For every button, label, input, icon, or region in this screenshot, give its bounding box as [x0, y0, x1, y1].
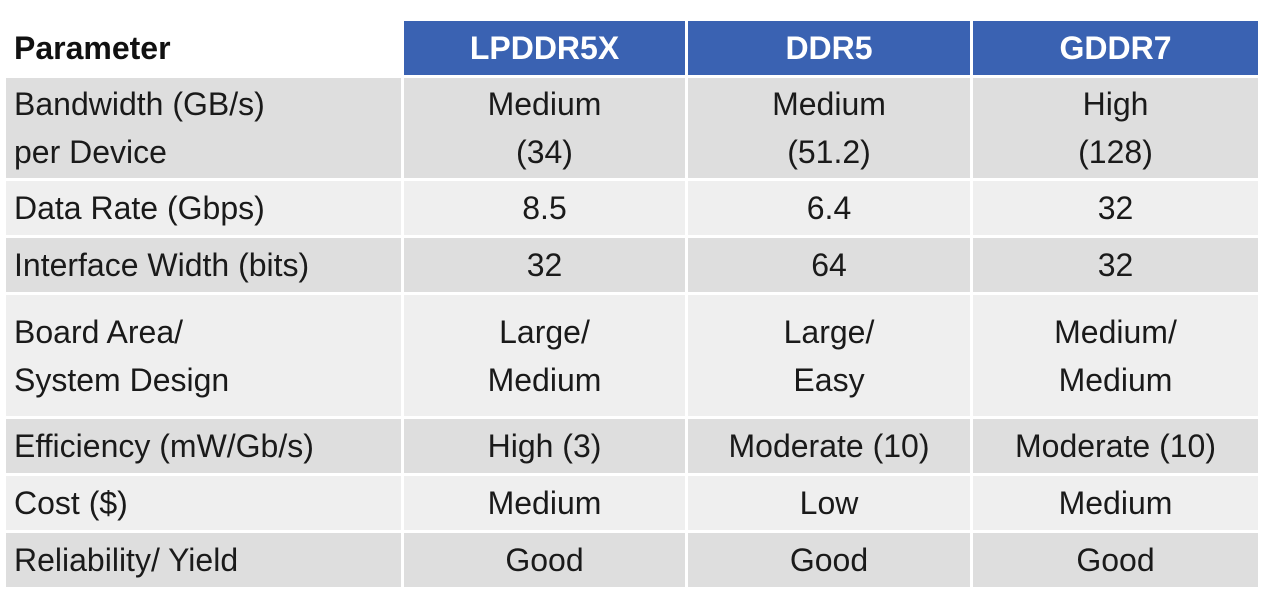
cell-ddr5: 6.4	[688, 181, 973, 238]
header-row: Parameter LPDDR5X DDR5 GDDR7	[6, 21, 1258, 78]
cell-gddr7: Good	[973, 533, 1258, 590]
cell-ddr5: Medium (51.2)	[688, 78, 973, 181]
cell-lpddr5x: Large/ Medium	[404, 295, 688, 419]
header-ddr5: DDR5	[688, 21, 973, 78]
row-reliability: Reliability/ Yield Good Good Good	[6, 533, 1258, 590]
cell-lpddr5x: Medium (34)	[404, 78, 688, 181]
cell-parameter: Data Rate (Gbps)	[6, 181, 404, 238]
cell-gddr7: 32	[973, 181, 1258, 238]
cell-ddr5: Good	[688, 533, 973, 590]
cell-ddr5: Moderate (10)	[688, 419, 973, 476]
header-parameter: Parameter	[6, 21, 404, 78]
cell-parameter: Interface Width (bits)	[6, 238, 404, 295]
cell-lpddr5x: Good	[404, 533, 688, 590]
cell-gddr7: Medium/ Medium	[973, 295, 1258, 419]
memory-comparison-table: Parameter LPDDR5X DDR5 GDDR7 Bandwidth (…	[6, 21, 1258, 590]
row-bandwidth: Bandwidth (GB/s) per Device Medium (34) …	[6, 78, 1258, 181]
cell-ddr5: Low	[688, 476, 973, 533]
cell-parameter: Reliability/ Yield	[6, 533, 404, 590]
cell-parameter: Bandwidth (GB/s) per Device	[6, 78, 404, 181]
cell-ddr5: Large/ Easy	[688, 295, 973, 419]
cell-gddr7: High (128)	[973, 78, 1258, 181]
header-lpddr5x: LPDDR5X	[404, 21, 688, 78]
row-interface-width: Interface Width (bits) 32 64 32	[6, 238, 1258, 295]
cell-parameter: Board Area/ System Design	[6, 295, 404, 419]
cell-gddr7: Moderate (10)	[973, 419, 1258, 476]
cell-lpddr5x: High (3)	[404, 419, 688, 476]
cell-parameter: Efficiency (mW/Gb/s)	[6, 419, 404, 476]
cell-lpddr5x: 8.5	[404, 181, 688, 238]
cell-lpddr5x: 32	[404, 238, 688, 295]
cell-lpddr5x: Medium	[404, 476, 688, 533]
row-cost: Cost ($) Medium Low Medium	[6, 476, 1258, 533]
row-data-rate: Data Rate (Gbps) 8.5 6.4 32	[6, 181, 1258, 238]
row-board-area: Board Area/ System Design Large/ Medium …	[6, 295, 1258, 419]
cell-ddr5: 64	[688, 238, 973, 295]
cell-gddr7: Medium	[973, 476, 1258, 533]
row-efficiency: Efficiency (mW/Gb/s) High (3) Moderate (…	[6, 419, 1258, 476]
header-gddr7: GDDR7	[973, 21, 1258, 78]
cell-parameter: Cost ($)	[6, 476, 404, 533]
cell-gddr7: 32	[973, 238, 1258, 295]
comparison-table-container: Parameter LPDDR5X DDR5 GDDR7 Bandwidth (…	[6, 21, 1258, 590]
